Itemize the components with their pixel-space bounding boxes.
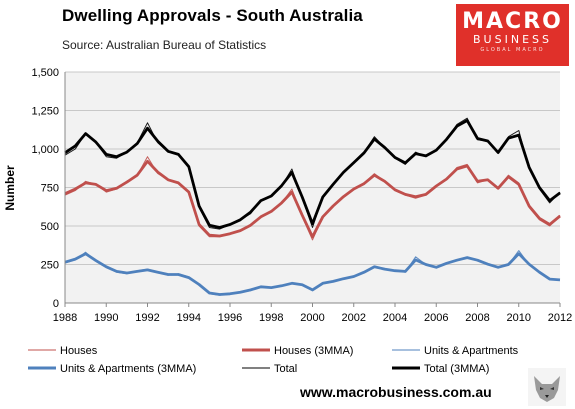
x-tick-label: 2000 [300, 312, 324, 324]
y-axis-label: Number [3, 165, 17, 211]
x-tick-label: 1998 [259, 312, 283, 324]
legend-label: Houses [60, 345, 98, 357]
x-tick-label: 2004 [383, 312, 407, 324]
legend: Houses Houses (3MMA) Units & Apartments Uni… [28, 345, 519, 375]
series-line-total [64, 117, 561, 230]
series-line-units-apartments [64, 250, 560, 296]
y-tick-label: 500 [41, 221, 59, 233]
legend-label: Houses (3MMA) [274, 345, 353, 357]
x-tick-label: 2002 [342, 312, 366, 324]
x-tick-label: 1990 [94, 312, 118, 324]
x-tick-label: 1988 [53, 312, 77, 324]
y-tick-label: 750 [41, 183, 59, 195]
y-tick-label: 1,000 [31, 144, 59, 156]
x-tick-label: 1996 [218, 312, 242, 324]
x-tick-label: 2010 [507, 312, 531, 324]
y-tick-label: 1,250 [31, 106, 59, 118]
legend-label: Units & Apartments (3MMA) [60, 363, 196, 375]
wolf-logo-icon [528, 368, 566, 406]
x-tick-label: 2008 [465, 312, 489, 324]
logo-line-tagline: GLOBAL MACRO [480, 47, 545, 53]
y-tick-label: 250 [41, 260, 59, 272]
y-tick-label: 0 [53, 298, 59, 310]
series-line-houses-3mma [64, 159, 561, 239]
series-line-houses [64, 156, 561, 241]
y-axis-ticks: 0 250 500 750 1,000 1,250 1,500 [31, 67, 59, 310]
series-line-total-3mma [64, 119, 561, 229]
y-tick-label: 1,500 [31, 67, 59, 79]
legend-label: Total (3MMA) [424, 363, 489, 375]
legend-label: Total [274, 363, 297, 375]
x-tick-label: 2006 [424, 312, 448, 324]
website-url: www.macrobusiness.com.au [300, 384, 492, 400]
x-tick-label: 1994 [177, 312, 201, 324]
legend-label: Units & Apartments [424, 345, 519, 357]
gridlines [65, 71, 560, 265]
x-tick-label: 2012 [548, 312, 572, 324]
x-tick-label: 1992 [135, 312, 159, 324]
macrobusiness-logo: MACRO BUSINESS GLOBAL MACRO [456, 4, 569, 66]
chart-source: Source: Australian Bureau of Statistics [62, 38, 267, 52]
series-group [64, 117, 561, 296]
chart-title: Dwelling Approvals - South Australia [62, 6, 363, 25]
logo-line-business: BUSINESS [473, 33, 552, 46]
logo-line-macro: MACRO [462, 9, 563, 34]
x-axis-ticks: 1988 1990 1992 1994 1996 1998 2000 2002 2004 2006… [53, 303, 572, 324]
